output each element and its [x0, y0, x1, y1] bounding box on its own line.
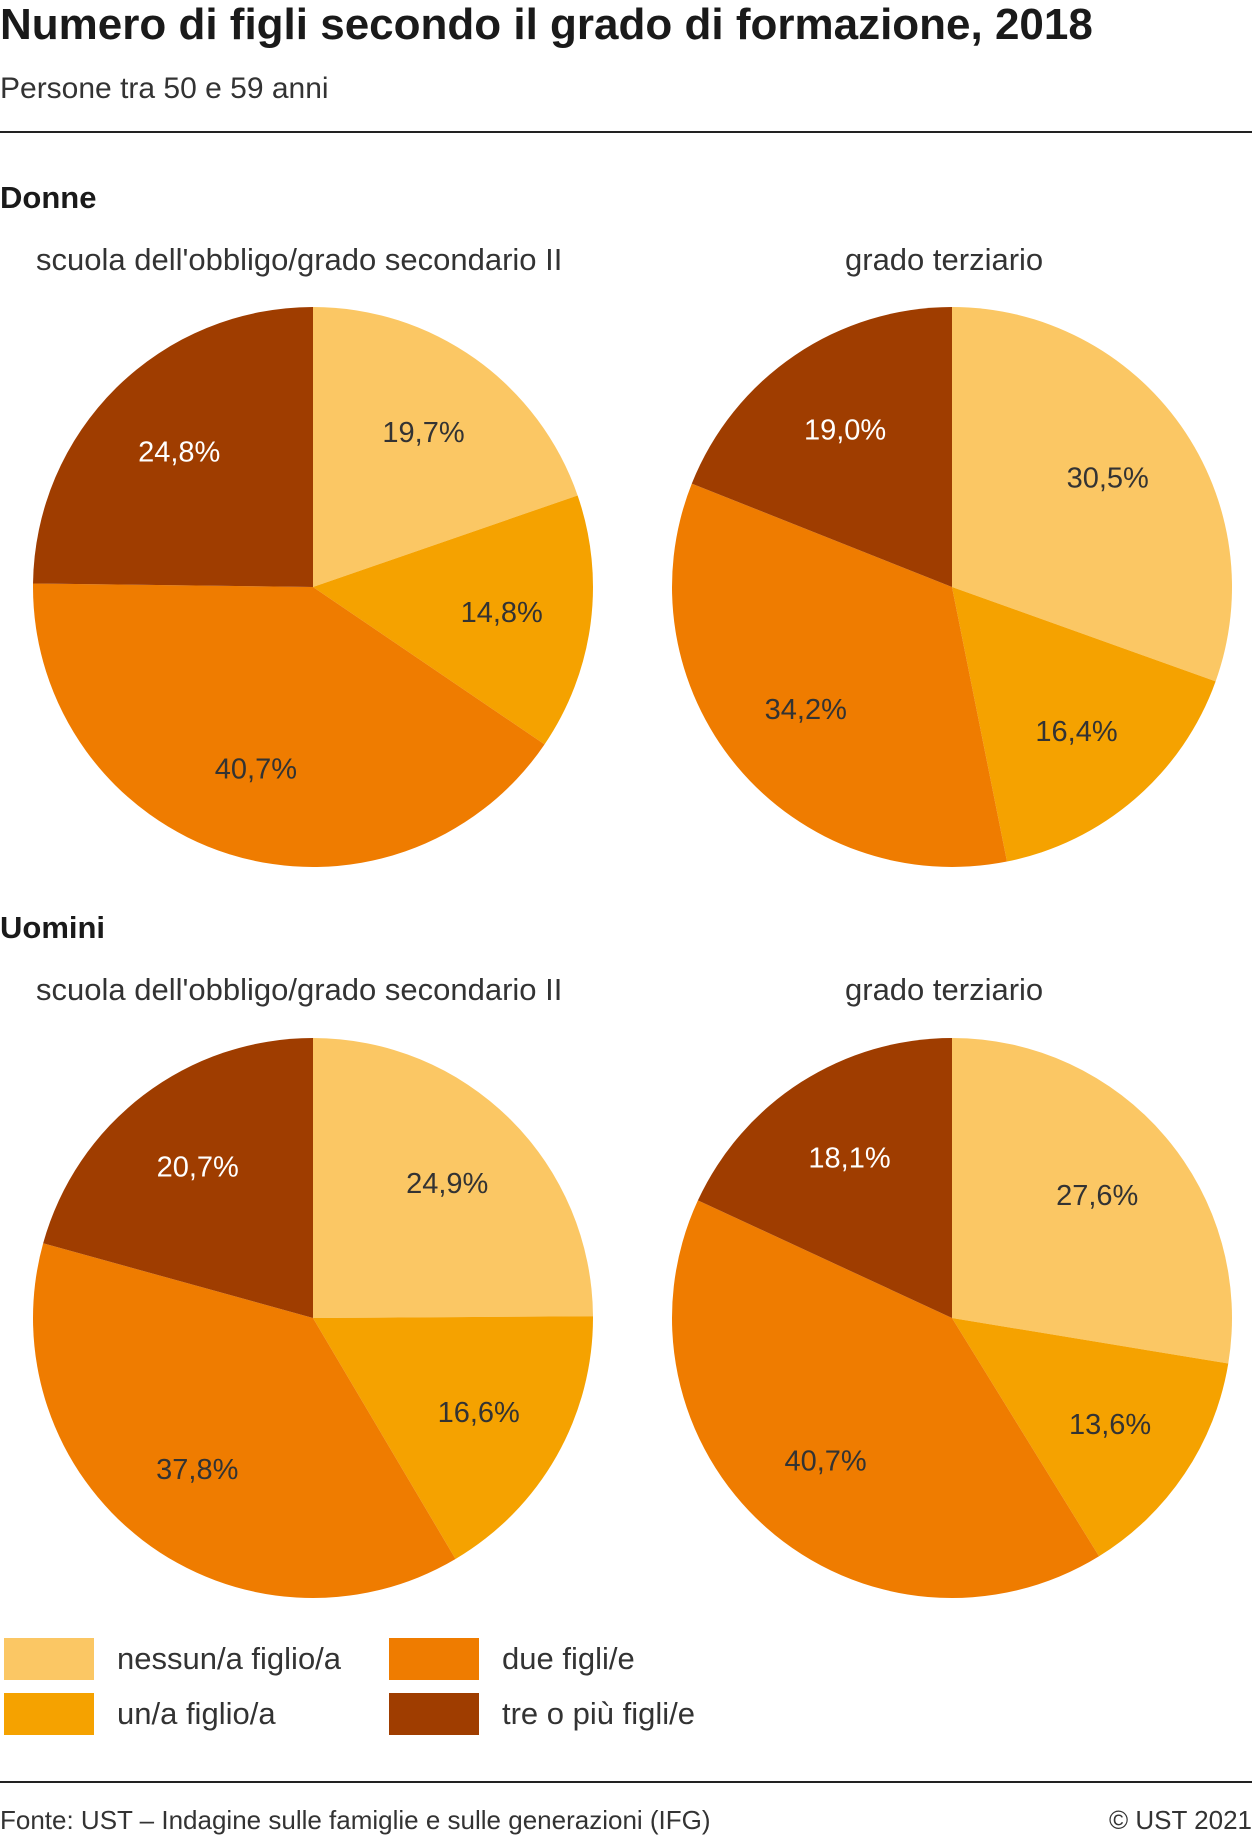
pie-data-label-0-nessun: 19,7%	[382, 417, 464, 449]
legend-swatch	[389, 1693, 479, 1735]
pie-data-label-3-nessun: 27,6%	[1056, 1180, 1138, 1212]
pie-slice-2-due	[33, 1243, 456, 1598]
pie-slice-0-uno	[313, 495, 594, 745]
pie-data-label-2-tre: 20,7%	[157, 1152, 239, 1184]
pie-slice-2-nessun	[313, 1038, 593, 1318]
pie-data-label-1-uno: 16,4%	[1035, 716, 1117, 748]
legend-swatch	[4, 1693, 94, 1735]
pie-data-label-0-uno: 14,8%	[461, 597, 543, 629]
pie-slice-0-nessun	[313, 307, 578, 587]
pie-title-uomini-secondario: scuola dell'obbligo/grado secondario II	[36, 972, 563, 1007]
pie-slice-3-uno	[952, 1318, 1229, 1557]
pie-data-label-3-uno: 13,6%	[1069, 1409, 1151, 1441]
pie-data-label-3-due: 40,7%	[784, 1445, 866, 1477]
pie-title-donne-terziario: grado terziario	[845, 242, 1044, 277]
copyright-note: © UST 2021	[1109, 1805, 1252, 1835]
pie-title-donne-secondario: scuola dell'obbligo/grado secondario II	[36, 242, 563, 277]
pie-slice-1-tre	[691, 307, 952, 587]
legend-label: nessun/a figlio/a	[117, 1641, 342, 1676]
group-label-uomini: Uomini	[0, 910, 106, 945]
source-note: Fonte: UST – Indagine sulle famiglie e s…	[0, 1805, 711, 1835]
pie-slice-0-due	[32, 583, 545, 867]
legend: nessun/a figlio/a un/a figlio/a due figl…	[0, 1638, 900, 1738]
pie-data-label-1-due: 34,2%	[765, 694, 847, 726]
legend-label: tre o più figli/e	[502, 1696, 695, 1731]
pie-slice-3-nessun	[952, 1038, 1232, 1364]
pie-data-label-1-tre: 19,0%	[804, 415, 886, 447]
legend-label: un/a figlio/a	[117, 1696, 276, 1731]
pie-slice-3-due	[671, 1200, 1100, 1599]
pie-data-label-0-tre: 24,8%	[138, 437, 220, 469]
pie-slice-2-tre	[43, 1038, 313, 1318]
pie-slice-1-nessun	[952, 307, 1233, 682]
pie-title-uomini-terziario: grado terziario	[845, 972, 1044, 1007]
pie-data-label-1-nessun: 30,5%	[1067, 462, 1149, 494]
pie-data-label-2-nessun: 24,9%	[406, 1168, 488, 1200]
pie-slice-1-uno	[952, 587, 1216, 862]
pie-data-label-3-tre: 18,1%	[808, 1143, 890, 1175]
chart-title: Numero di figli secondo il grado di form…	[0, 0, 1093, 49]
pie-slice-2-uno	[313, 1316, 593, 1560]
pie-slice-0-tre	[33, 307, 314, 587]
pie-data-label-2-due: 37,8%	[156, 1454, 238, 1486]
legend-swatch	[4, 1638, 94, 1680]
top-rule	[0, 131, 1252, 133]
chart-subtitle: Persone tra 50 e 59 anni	[0, 72, 329, 105]
pie-slice-3-tre	[697, 1038, 952, 1318]
pie-data-label-0-due: 40,7%	[215, 754, 297, 786]
bottom-rule	[0, 1781, 1252, 1783]
pie-slice-1-due	[672, 483, 1007, 867]
legend-label: due figli/e	[502, 1641, 635, 1676]
pie-data-label-2-uno: 16,6%	[438, 1397, 520, 1429]
group-label-donne: Donne	[0, 180, 97, 215]
legend-swatch	[389, 1638, 479, 1680]
